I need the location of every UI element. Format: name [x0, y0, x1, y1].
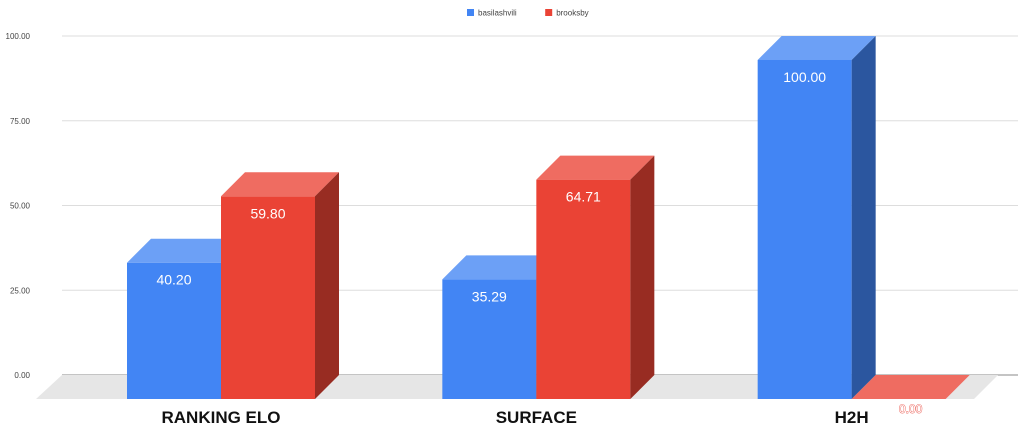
data-label: 35.29 — [472, 288, 507, 304]
y-tick-label: 50.00 — [10, 202, 31, 211]
bar-top — [221, 172, 339, 197]
y-axis-ticks: 0.00 25.00 50.00 75.00 100.00 — [6, 32, 31, 380]
y-tick-label: 100.00 — [6, 32, 31, 41]
category-label: RANKING ELO — [162, 408, 281, 427]
y-tick-label: 0.00 — [14, 371, 30, 380]
y-tick-label: 25.00 — [10, 286, 31, 295]
legend-swatch — [545, 9, 553, 16]
bar-side — [851, 36, 876, 399]
data-label: 0.00 — [899, 402, 923, 416]
data-labels: 40.20 59.80 35.29 64.71 100.00 0.00 — [156, 69, 923, 416]
bars — [127, 36, 970, 399]
y-tick-label: 75.00 — [10, 117, 31, 126]
bar-side — [315, 172, 339, 399]
bar — [127, 262, 221, 399]
category-label: H2H — [835, 408, 869, 427]
bar — [757, 60, 852, 399]
category-label: SURFACE — [496, 408, 577, 427]
data-label: 40.20 — [156, 272, 191, 288]
legend: basilashvili brooksby — [467, 9, 589, 18]
bar — [442, 279, 537, 399]
bar-top — [442, 255, 561, 280]
bar-top — [757, 36, 876, 60]
bar-top — [851, 375, 970, 399]
bar — [536, 179, 631, 399]
bar — [221, 196, 315, 399]
x-axis-categories: RANKING ELO SURFACE H2H — [162, 408, 869, 427]
bar-side — [630, 155, 655, 399]
legend-swatch — [467, 9, 474, 16]
data-label: 59.80 — [250, 205, 285, 221]
data-label: 100.00 — [783, 69, 826, 85]
data-label: 64.71 — [566, 189, 601, 205]
bar-top — [127, 238, 245, 263]
legend-label: brooksby — [556, 9, 588, 18]
legend-label: basilashvili — [478, 9, 517, 18]
bar-top — [536, 155, 655, 180]
